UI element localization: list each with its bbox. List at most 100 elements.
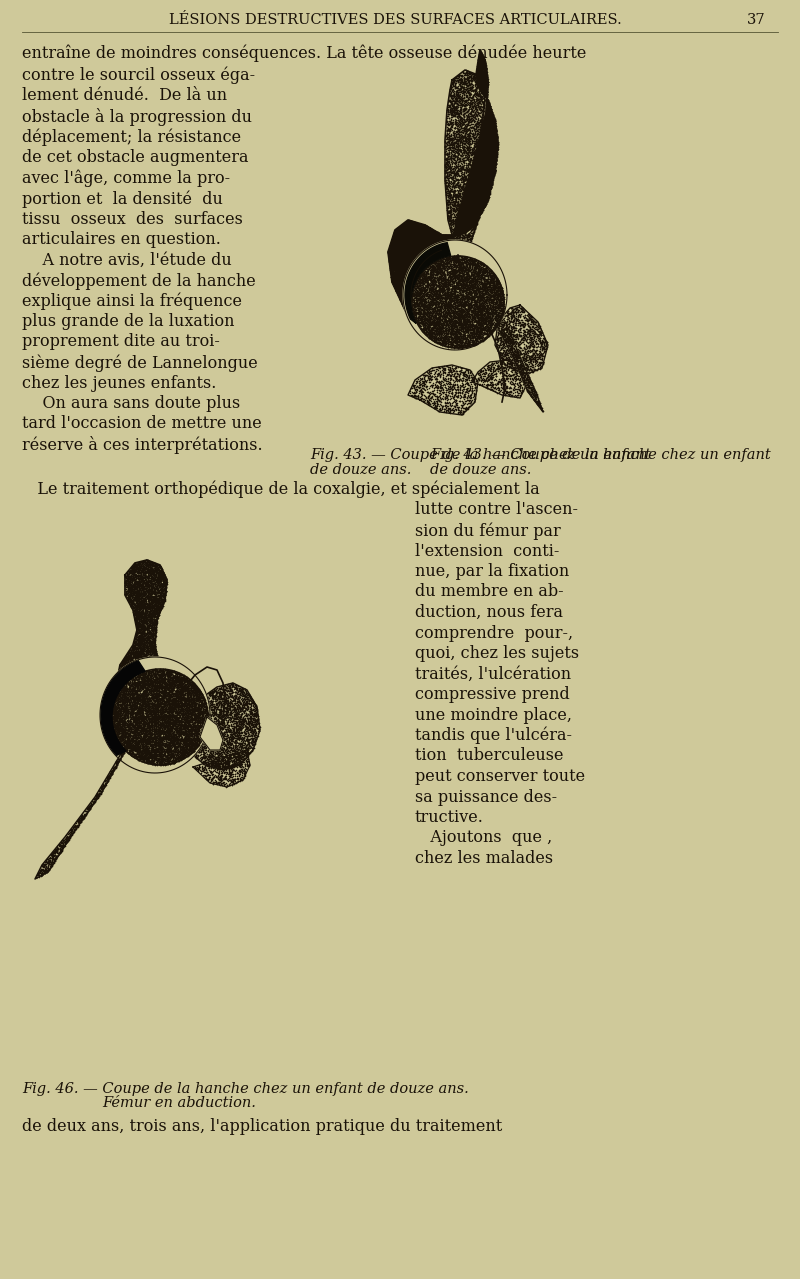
Point — [478, 194, 491, 215]
Point — [451, 279, 464, 299]
Point — [223, 680, 236, 701]
Point — [495, 313, 508, 334]
Point — [465, 330, 478, 350]
Point — [500, 326, 513, 347]
Point — [117, 706, 130, 726]
Point — [478, 162, 490, 183]
Point — [400, 286, 413, 307]
Point — [438, 334, 451, 354]
Point — [404, 302, 417, 322]
Point — [470, 81, 482, 101]
Point — [426, 228, 438, 248]
Point — [114, 729, 126, 749]
Point — [130, 558, 143, 578]
Point — [478, 56, 491, 77]
Point — [470, 130, 482, 151]
Point — [231, 703, 244, 724]
Point — [419, 229, 432, 249]
Point — [402, 288, 415, 308]
Point — [249, 733, 262, 753]
Point — [228, 732, 241, 752]
Point — [124, 573, 137, 593]
Point — [494, 307, 506, 327]
Point — [418, 313, 430, 334]
Point — [445, 276, 458, 297]
Point — [474, 252, 487, 272]
Point — [130, 743, 142, 764]
Point — [434, 263, 447, 284]
Point — [474, 146, 487, 166]
Point — [186, 684, 199, 705]
Point — [434, 324, 446, 344]
Point — [466, 77, 479, 97]
Point — [139, 579, 152, 600]
Point — [198, 693, 211, 714]
Point — [461, 198, 474, 219]
Point — [422, 244, 435, 265]
Point — [466, 174, 478, 194]
Point — [520, 375, 533, 395]
Point — [419, 252, 432, 272]
Point — [434, 289, 446, 310]
Point — [206, 700, 218, 720]
Point — [170, 712, 182, 733]
Point — [211, 743, 224, 764]
Point — [454, 362, 467, 382]
Point — [473, 55, 486, 75]
Point — [490, 143, 502, 164]
Point — [402, 221, 415, 242]
Point — [441, 248, 454, 269]
Point — [142, 730, 154, 751]
Point — [454, 65, 467, 86]
Point — [405, 303, 418, 324]
Point — [479, 58, 492, 78]
Point — [118, 711, 131, 732]
Point — [132, 593, 145, 614]
Point — [227, 746, 240, 766]
Point — [444, 230, 457, 251]
Point — [469, 208, 482, 229]
Point — [241, 691, 254, 711]
Point — [451, 298, 464, 318]
Point — [129, 744, 142, 765]
Point — [408, 298, 421, 318]
Point — [470, 116, 483, 137]
Point — [406, 297, 418, 317]
Point — [159, 721, 172, 742]
Point — [408, 256, 421, 276]
Point — [422, 320, 435, 340]
Point — [180, 705, 193, 725]
Point — [474, 114, 487, 134]
Point — [464, 143, 477, 164]
Point — [251, 709, 264, 729]
Point — [154, 561, 167, 582]
Point — [469, 115, 482, 136]
Point — [403, 225, 416, 246]
Point — [406, 217, 419, 238]
Point — [416, 267, 429, 288]
Point — [529, 349, 542, 370]
Point — [138, 687, 150, 707]
Point — [147, 666, 160, 687]
Point — [430, 327, 443, 348]
Point — [412, 257, 425, 278]
Point — [497, 290, 510, 311]
Point — [143, 638, 156, 659]
Point — [430, 278, 443, 298]
Point — [418, 321, 430, 341]
Point — [142, 709, 155, 729]
Point — [449, 331, 462, 352]
Point — [443, 292, 456, 312]
Point — [214, 751, 227, 771]
Point — [445, 251, 458, 271]
Point — [470, 168, 482, 188]
Point — [432, 247, 445, 267]
Point — [420, 217, 433, 238]
Point — [463, 271, 476, 292]
Point — [440, 274, 453, 294]
Point — [423, 313, 436, 334]
Point — [402, 242, 414, 262]
Point — [202, 730, 215, 751]
Point — [414, 223, 427, 243]
Point — [404, 272, 417, 293]
